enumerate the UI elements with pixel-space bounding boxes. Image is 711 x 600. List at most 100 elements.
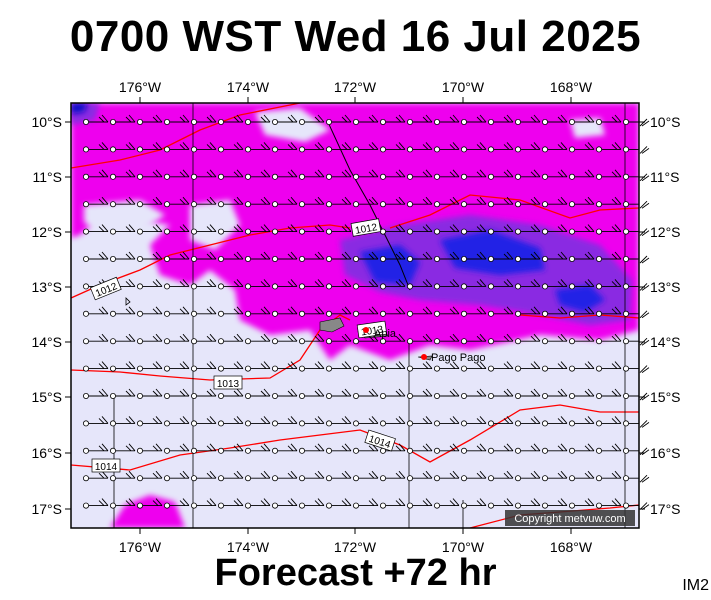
wind-barb (88, 251, 109, 260)
wind-barb (439, 142, 460, 150)
wind-station (136, 365, 143, 372)
wind-barb (493, 251, 514, 260)
lon-label: 174°W (227, 539, 270, 555)
wind-station (83, 201, 90, 208)
wind-barb (385, 498, 406, 507)
wind-station (136, 201, 143, 208)
wind-station (136, 420, 143, 427)
wind-barb (412, 333, 433, 342)
wind-station (352, 201, 359, 208)
wind-station (542, 119, 549, 126)
wind-station (271, 475, 278, 482)
wind-barbs-edge (639, 118, 650, 510)
wind-station (110, 310, 117, 317)
wind-station (271, 201, 278, 208)
latitude-labels-left: 10°S 11°S 12°S 13°S 14°S 15°S 16°S 17°S (31, 114, 62, 517)
wind-barb (412, 361, 433, 370)
wind-barb (196, 388, 217, 397)
wind-station (406, 228, 413, 235)
wind-station (569, 310, 576, 317)
wind-station (515, 447, 522, 454)
wind-barb (358, 251, 379, 260)
wind-station (83, 173, 90, 180)
wind-barb (223, 251, 244, 260)
wind-barb (88, 443, 109, 452)
wind-station (325, 119, 332, 126)
wind-station (217, 119, 224, 126)
wind-barb (169, 443, 190, 452)
wind-barb (385, 416, 406, 424)
wind-station (406, 201, 413, 208)
wind-station (244, 201, 251, 208)
wind-barb (277, 251, 298, 260)
wind-barb (196, 361, 217, 370)
wind-station (596, 365, 603, 372)
wind-barb (439, 470, 460, 479)
wind-barb (639, 255, 650, 264)
wind-station (110, 420, 117, 427)
wind-station (569, 119, 576, 126)
wind-station (352, 119, 359, 126)
wind-station (325, 365, 332, 372)
wind-station (217, 146, 224, 153)
wind-station (433, 365, 440, 372)
wind-barb (412, 224, 433, 233)
wind-station (244, 365, 251, 372)
wind-station (217, 475, 224, 482)
wind-barb (439, 224, 460, 233)
wind-barb (493, 114, 514, 123)
wind-barb (547, 498, 568, 507)
wind-station (542, 392, 549, 399)
wind-barb (196, 196, 217, 205)
wind-station (487, 255, 494, 262)
wind-station (542, 201, 549, 208)
wind-station (298, 420, 305, 427)
lat-label: 15°S (31, 389, 62, 405)
wind-station (271, 420, 278, 427)
wind-barb (88, 306, 109, 315)
wind-barb (601, 333, 622, 342)
wind-station (83, 310, 90, 317)
wind-station (136, 173, 143, 180)
wind-station (83, 146, 90, 153)
wind-station (623, 502, 630, 509)
wind-station (623, 283, 630, 290)
wind-station (623, 201, 630, 208)
wind-barb (493, 498, 514, 507)
wind-barb (520, 361, 541, 370)
wind-station (623, 447, 630, 454)
wind-station (379, 119, 386, 126)
wind-barb (547, 114, 568, 123)
wind-barb (493, 196, 514, 205)
wind-barb (169, 470, 190, 479)
wind-barb (142, 169, 163, 178)
wind-barb (142, 388, 163, 397)
wind-station (487, 447, 494, 454)
wind-barb (466, 251, 487, 260)
wind-barb (439, 498, 460, 507)
wind-station (406, 420, 413, 427)
wind-station (271, 228, 278, 235)
wind-station (352, 310, 359, 317)
wind-station (244, 338, 251, 345)
wind-station (596, 283, 603, 290)
wind-barb (493, 142, 514, 150)
wind-barb (169, 196, 190, 205)
wind-station (515, 119, 522, 126)
wind-station (460, 173, 467, 180)
wind-station (163, 502, 170, 509)
wind-station (542, 283, 549, 290)
wind-barb (196, 470, 217, 479)
wind-station (298, 392, 305, 399)
wind-barb (520, 169, 541, 178)
wind-station (244, 173, 251, 180)
wind-barb (88, 361, 109, 370)
wind-barb (385, 142, 406, 150)
wind-station (244, 228, 251, 235)
wind-barb (520, 196, 541, 205)
wind-barb (520, 142, 541, 150)
wind-barb (331, 306, 352, 315)
wind-station (542, 228, 549, 235)
longitude-labels-top: 176°W 174°W 172°W 170°W 168°W (119, 79, 593, 95)
wind-barb (439, 279, 460, 287)
